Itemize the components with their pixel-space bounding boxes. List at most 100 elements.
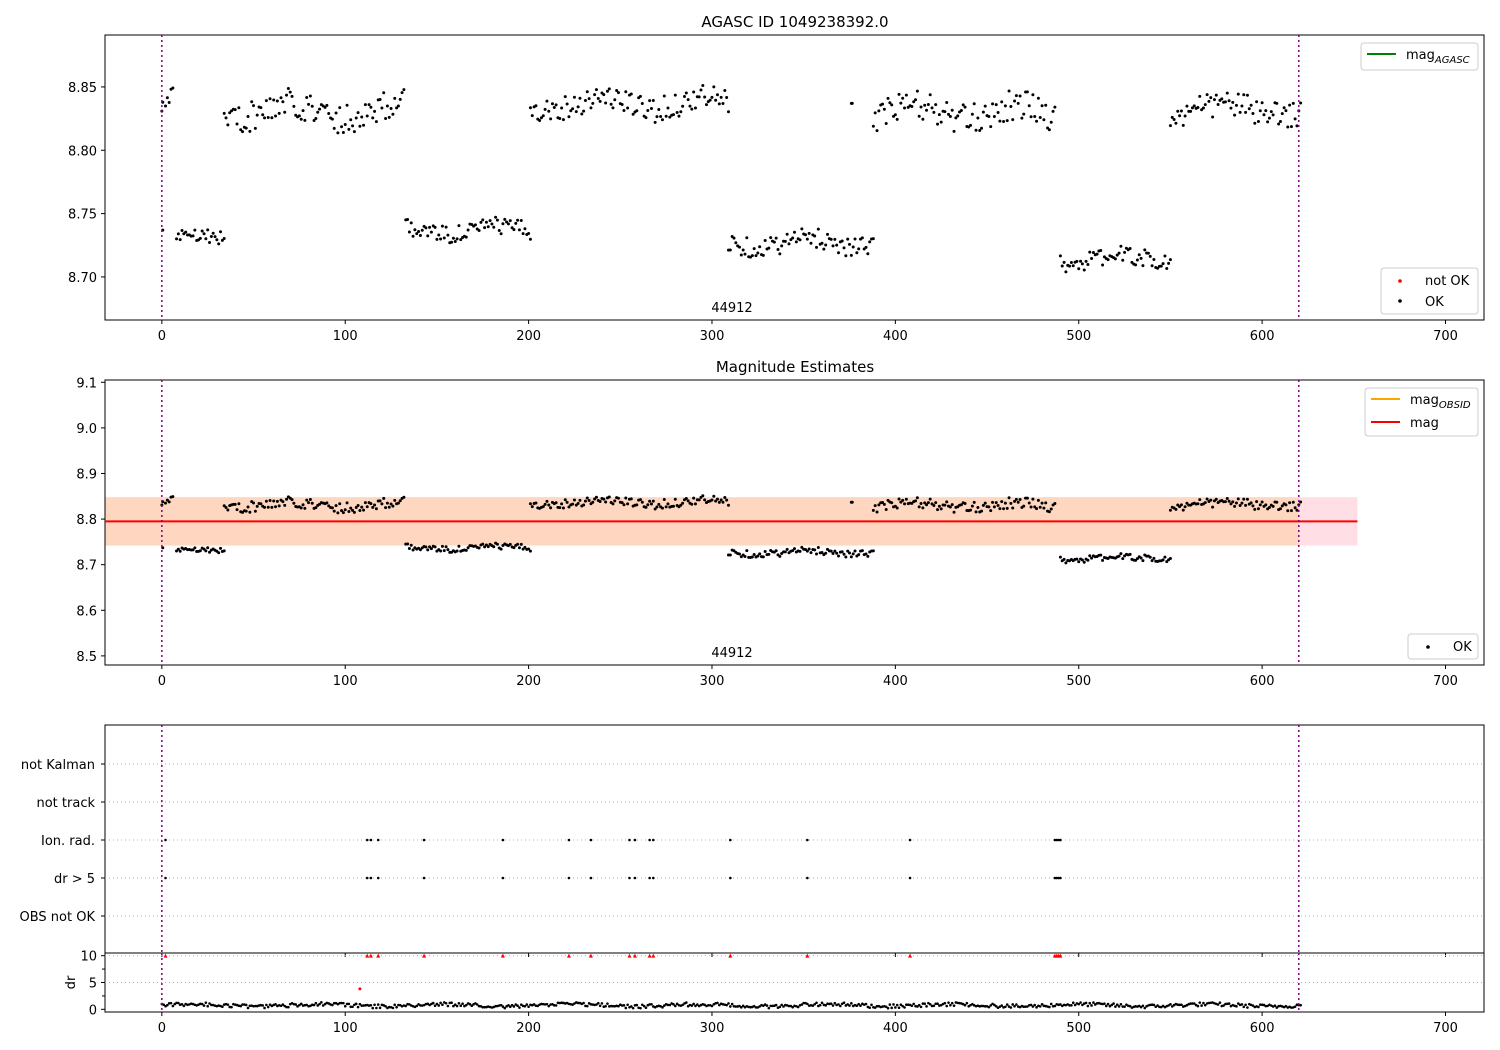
ok-point	[616, 496, 620, 500]
ok-point	[925, 108, 929, 112]
dr-clipped-marker	[422, 953, 427, 958]
ok-point	[620, 501, 624, 505]
ok-point	[1003, 104, 1007, 108]
ok-point	[499, 232, 503, 236]
ok-point	[1053, 105, 1057, 109]
ok-point	[989, 509, 993, 513]
ok-point	[1174, 507, 1178, 511]
ok-point	[605, 89, 609, 93]
ok-point	[615, 89, 619, 93]
dr-point	[1038, 1005, 1042, 1008]
ok-point	[314, 506, 318, 510]
dr-point	[296, 1005, 299, 1008]
dr-point	[347, 1002, 351, 1006]
dr-point	[917, 1003, 921, 1007]
ok-point	[512, 546, 516, 550]
dr-point	[450, 1001, 453, 1005]
ok-point	[1278, 119, 1282, 123]
dr-point	[1040, 1002, 1044, 1006]
dr-point	[483, 1005, 486, 1009]
ok-point	[662, 498, 666, 502]
dr-point	[554, 1004, 558, 1007]
dr-point	[1240, 1003, 1244, 1006]
ok-point	[1247, 107, 1251, 111]
dr-point	[870, 1003, 873, 1007]
dr-point	[857, 1002, 860, 1006]
dr-point	[1106, 1002, 1110, 1006]
dr-point	[501, 1005, 505, 1008]
ok-point	[954, 116, 958, 120]
ok-point	[549, 117, 553, 121]
ok-point	[385, 104, 389, 108]
dr-point	[1156, 1004, 1159, 1007]
ok-point	[703, 95, 707, 99]
ok-point	[1035, 119, 1039, 123]
dr-point	[441, 1003, 444, 1007]
ok-point	[1117, 554, 1121, 558]
dr-point	[617, 1004, 620, 1008]
ok-point	[664, 505, 668, 509]
ok-point	[1036, 96, 1040, 100]
ok-point	[585, 90, 589, 94]
ok-point	[228, 111, 232, 115]
ok-point	[893, 113, 897, 117]
dr-point	[279, 1004, 283, 1008]
ok-point	[558, 116, 562, 120]
dr-point	[507, 1004, 510, 1007]
ok-point	[314, 116, 318, 120]
dr-point	[741, 1004, 745, 1008]
ok-point	[1115, 253, 1119, 257]
ok-point	[873, 504, 877, 508]
ok-point	[264, 499, 268, 503]
dr-point	[890, 1006, 893, 1010]
ok-point	[572, 498, 576, 502]
ok-point	[268, 97, 272, 101]
dr-point	[321, 1004, 325, 1007]
ok-point	[651, 99, 655, 103]
ok-point	[1233, 113, 1237, 117]
ok-point	[677, 114, 681, 118]
ok-point	[671, 504, 675, 508]
dr-point	[393, 1003, 397, 1007]
dr-point	[600, 1002, 604, 1005]
ok-point	[1163, 254, 1167, 258]
ok-point	[983, 104, 987, 108]
ok-point	[541, 505, 545, 509]
ok-point	[1185, 501, 1189, 505]
ok-point	[297, 114, 301, 118]
ok-point	[1203, 103, 1207, 107]
dr-point	[598, 1004, 602, 1008]
dr-point	[850, 1002, 853, 1005]
dr-point	[1218, 1001, 1222, 1004]
ok-point	[602, 497, 606, 501]
ok-point	[415, 232, 419, 236]
ok-point	[1002, 119, 1006, 123]
ok-point	[901, 96, 905, 100]
dr-point	[815, 1001, 818, 1005]
ok-point	[235, 508, 239, 512]
ok-point	[1227, 499, 1231, 503]
ok-point	[649, 106, 653, 110]
ok-point	[393, 498, 397, 502]
dr-point	[1180, 1003, 1183, 1007]
ok-point	[208, 241, 212, 245]
ok-point	[483, 545, 487, 549]
ok-point	[198, 236, 202, 240]
ok-point	[848, 242, 852, 246]
ok-point	[1280, 504, 1284, 508]
dr-point	[965, 1001, 969, 1005]
flag-event-point	[729, 876, 732, 880]
flag-event-point	[365, 838, 369, 842]
dr-point	[644, 1006, 648, 1010]
ok-point	[1293, 117, 1297, 121]
ok-point	[473, 223, 477, 227]
dr-point	[1200, 1004, 1203, 1007]
dr-point	[727, 1002, 730, 1005]
ok-point	[607, 495, 611, 499]
ok-point	[281, 500, 285, 504]
ok-point	[1264, 503, 1268, 507]
ok-point	[1271, 504, 1275, 508]
dr-point	[1108, 1004, 1112, 1008]
ok-point	[798, 238, 802, 242]
ok-point	[519, 219, 523, 223]
